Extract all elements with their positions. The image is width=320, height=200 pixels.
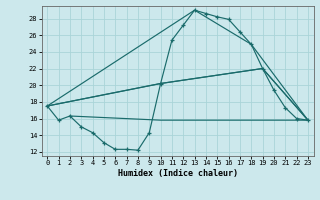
X-axis label: Humidex (Indice chaleur): Humidex (Indice chaleur) [118,169,237,178]
